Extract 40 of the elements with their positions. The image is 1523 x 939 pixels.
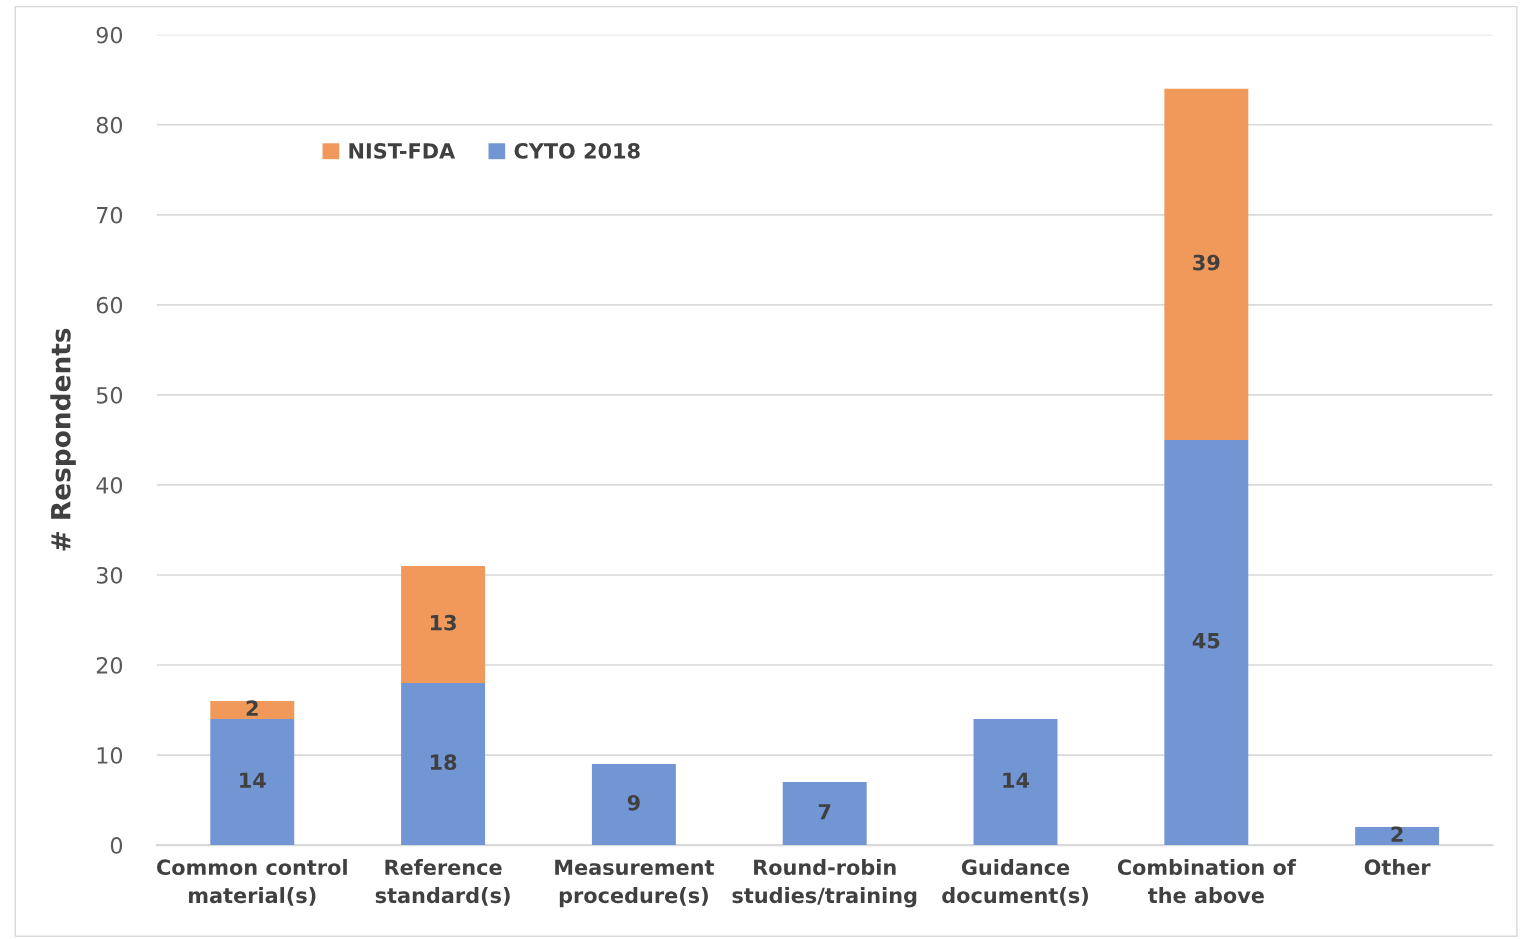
y-tick-label: 30: [96, 566, 123, 584]
bar: [973, 719, 1058, 846]
x-tick-label: Combination of the above: [1117, 858, 1297, 904]
x-tick-label: Other: [1364, 858, 1431, 876]
bar: [591, 764, 676, 846]
data-label: 18: [430, 754, 457, 771]
x-tick-label: Common control material(s): [157, 858, 347, 906]
y-tick-label: 80: [96, 116, 123, 134]
bar: [1164, 88, 1249, 440]
y-tick-label: 20: [96, 656, 123, 674]
y-tick-label: 10: [97, 747, 123, 764]
data-label: 9: [627, 794, 640, 811]
bar: [1164, 439, 1249, 846]
data-label: 7: [818, 804, 831, 820]
bar: [401, 565, 486, 684]
x-tick-label: Reference standard(s): [375, 858, 510, 906]
x-tick-label: Round-robin studies/training: [732, 858, 917, 908]
data-label: 2: [246, 700, 258, 716]
bar: [1355, 827, 1440, 846]
y-tick-label: 90: [96, 26, 123, 44]
bar: [210, 719, 295, 846]
data-label: 39: [1193, 254, 1220, 271]
y-tick-label: 0: [110, 837, 123, 854]
y-tick-label: 70: [97, 206, 123, 224]
bar: [401, 683, 486, 846]
bar: [782, 782, 867, 846]
x-tick-label: Measurement procedure(s): [555, 859, 715, 908]
y-tick-label: 60: [96, 296, 123, 314]
data-label: 13: [430, 614, 456, 631]
bar: [210, 701, 295, 720]
data-label: 2: [1391, 826, 1403, 842]
legend-label: NIST-FDA: [349, 143, 456, 159]
data-label: 14: [1003, 772, 1030, 788]
x-tick-label: Guidance document(s): [942, 858, 1088, 906]
legend-label: CYTO 2018: [514, 143, 640, 159]
y-tick-label: 40: [96, 476, 123, 494]
y-axis-title: # Respondents: [50, 328, 76, 551]
data-label: 14: [240, 772, 266, 788]
y-tick-label: 50: [96, 386, 123, 404]
data-label: 45: [1192, 633, 1220, 649]
